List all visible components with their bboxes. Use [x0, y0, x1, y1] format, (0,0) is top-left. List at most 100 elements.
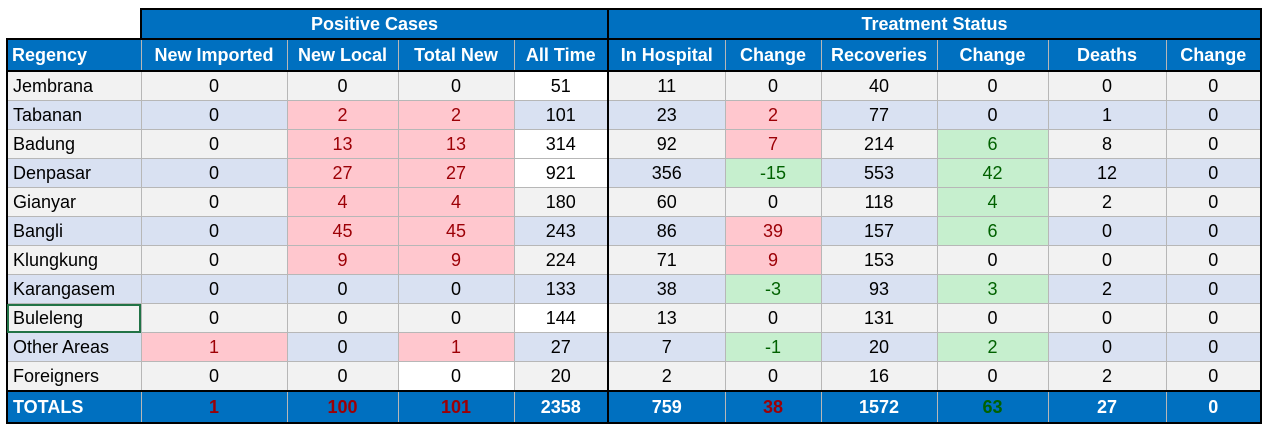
recoveries-change-cell[interactable]: 0 — [936, 245, 1049, 275]
regency-name-cell[interactable]: Klungkung — [6, 245, 142, 275]
col-all-time[interactable]: All Time — [513, 38, 609, 72]
new-imported-cell[interactable]: 0 — [140, 361, 288, 392]
hospital-change-cell[interactable]: -15 — [724, 158, 822, 188]
new-imported-cell[interactable]: 0 — [140, 129, 288, 159]
new-imported-cell[interactable]: 0 — [140, 303, 288, 333]
recoveries-cell[interactable]: 93 — [820, 274, 938, 304]
in-hospital-cell[interactable]: 38 — [607, 274, 726, 304]
total-new-cell[interactable]: 0 — [397, 361, 515, 392]
recoveries-cell[interactable]: 118 — [820, 187, 938, 217]
new-imported-cell[interactable]: 0 — [140, 70, 288, 101]
total-new-imported-cell[interactable]: 1 — [140, 390, 288, 424]
recoveries-change-cell[interactable]: 4 — [936, 187, 1049, 217]
deaths-change-cell[interactable]: 0 — [1165, 187, 1262, 217]
new-imported-cell[interactable]: 0 — [140, 187, 288, 217]
total-new-cell[interactable]: 2 — [397, 100, 515, 130]
new-imported-cell[interactable]: 1 — [140, 332, 288, 362]
col-total-new[interactable]: Total New — [397, 38, 515, 72]
new-local-cell[interactable]: 0 — [286, 332, 399, 362]
all-time-cell[interactable]: 921 — [513, 158, 609, 188]
in-hospital-cell[interactable]: 92 — [607, 129, 726, 159]
in-hospital-cell[interactable]: 23 — [607, 100, 726, 130]
recoveries-cell[interactable]: 153 — [820, 245, 938, 275]
in-hospital-cell[interactable]: 13 — [607, 303, 726, 333]
deaths-cell[interactable]: 2 — [1047, 361, 1167, 392]
col-regency[interactable]: Regency — [6, 38, 142, 72]
new-local-cell[interactable]: 0 — [286, 361, 399, 392]
recoveries-cell[interactable]: 214 — [820, 129, 938, 159]
deaths-cell[interactable]: 0 — [1047, 70, 1167, 101]
total-deaths-cell[interactable]: 27 — [1047, 390, 1167, 424]
col-new-imported[interactable]: New Imported — [140, 38, 288, 72]
all-time-cell[interactable]: 133 — [513, 274, 609, 304]
new-local-cell[interactable]: 0 — [286, 70, 399, 101]
recoveries-cell[interactable]: 40 — [820, 70, 938, 101]
total-in-hospital-cell[interactable]: 759 — [607, 390, 726, 424]
deaths-change-cell[interactable]: 0 — [1165, 158, 1262, 188]
recoveries-change-cell[interactable]: 6 — [936, 216, 1049, 246]
deaths-change-cell[interactable]: 0 — [1165, 216, 1262, 246]
total-all-time-cell[interactable]: 2358 — [513, 390, 609, 424]
in-hospital-cell[interactable]: 86 — [607, 216, 726, 246]
new-local-cell[interactable]: 9 — [286, 245, 399, 275]
col-hospital-change[interactable]: Change — [724, 38, 822, 72]
group-positive-cases[interactable]: Positive Cases — [140, 8, 609, 40]
col-in-hospital[interactable]: In Hospital — [607, 38, 726, 72]
regency-name-cell[interactable]: Badung — [6, 129, 142, 159]
new-local-cell[interactable]: 4 — [286, 187, 399, 217]
deaths-change-cell[interactable]: 0 — [1165, 332, 1262, 362]
total-recoveries-cell[interactable]: 1572 — [820, 390, 938, 424]
total-recoveries-change-cell[interactable]: 63 — [936, 390, 1049, 424]
total-hospital-change-cell[interactable]: 38 — [724, 390, 822, 424]
hospital-change-cell[interactable]: 0 — [724, 187, 822, 217]
in-hospital-cell[interactable]: 71 — [607, 245, 726, 275]
regency-name-cell[interactable]: Denpasar — [6, 158, 142, 188]
deaths-change-cell[interactable]: 0 — [1165, 70, 1262, 101]
hospital-change-cell[interactable]: 39 — [724, 216, 822, 246]
recoveries-change-cell[interactable]: 0 — [936, 361, 1049, 392]
recoveries-cell[interactable]: 16 — [820, 361, 938, 392]
deaths-cell[interactable]: 0 — [1047, 332, 1167, 362]
blank-corner-cell[interactable] — [7, 9, 142, 40]
in-hospital-cell[interactable]: 356 — [607, 158, 726, 188]
all-time-cell[interactable]: 180 — [513, 187, 609, 217]
col-deaths-change[interactable]: Change — [1165, 38, 1262, 72]
total-new-cell[interactable]: 0 — [397, 274, 515, 304]
all-time-cell[interactable]: 27 — [513, 332, 609, 362]
recoveries-change-cell[interactable]: 0 — [936, 70, 1049, 101]
total-new-cell[interactable]: 0 — [397, 303, 515, 333]
regency-name-cell[interactable]: Foreigners — [6, 361, 142, 392]
recoveries-cell[interactable]: 553 — [820, 158, 938, 188]
total-new-cell[interactable]: 27 — [397, 158, 515, 188]
all-time-cell[interactable]: 101 — [513, 100, 609, 130]
deaths-cell[interactable]: 12 — [1047, 158, 1167, 188]
new-local-cell[interactable]: 27 — [286, 158, 399, 188]
regency-name-cell[interactable]: Tabanan — [6, 100, 142, 130]
deaths-cell[interactable]: 0 — [1047, 216, 1167, 246]
deaths-cell[interactable]: 1 — [1047, 100, 1167, 130]
deaths-change-cell[interactable]: 0 — [1165, 303, 1262, 333]
new-local-cell[interactable]: 0 — [286, 274, 399, 304]
col-recoveries[interactable]: Recoveries — [820, 38, 938, 72]
recoveries-cell[interactable]: 131 — [820, 303, 938, 333]
recoveries-change-cell[interactable]: 3 — [936, 274, 1049, 304]
total-new-cell[interactable]: 9 — [397, 245, 515, 275]
recoveries-cell[interactable]: 77 — [820, 100, 938, 130]
new-imported-cell[interactable]: 0 — [140, 158, 288, 188]
regency-name-cell[interactable]: Bangli — [6, 216, 142, 246]
all-time-cell[interactable]: 224 — [513, 245, 609, 275]
new-local-cell[interactable]: 45 — [286, 216, 399, 246]
total-deaths-change-cell[interactable]: 0 — [1165, 390, 1262, 424]
recoveries-change-cell[interactable]: 0 — [936, 100, 1049, 130]
regency-name-cell[interactable]: Buleleng — [6, 303, 142, 333]
all-time-cell[interactable]: 243 — [513, 216, 609, 246]
all-time-cell[interactable]: 314 — [513, 129, 609, 159]
deaths-change-cell[interactable]: 0 — [1165, 129, 1262, 159]
deaths-cell[interactable]: 0 — [1047, 245, 1167, 275]
regency-name-cell[interactable]: Gianyar — [6, 187, 142, 217]
all-time-cell[interactable]: 51 — [513, 70, 609, 101]
recoveries-change-cell[interactable]: 6 — [936, 129, 1049, 159]
total-total-new-cell[interactable]: 101 — [397, 390, 515, 424]
all-time-cell[interactable]: 144 — [513, 303, 609, 333]
recoveries-change-cell[interactable]: 2 — [936, 332, 1049, 362]
